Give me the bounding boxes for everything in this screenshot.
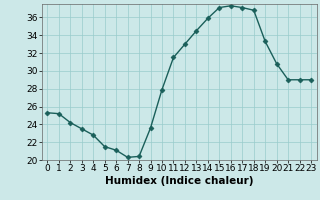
X-axis label: Humidex (Indice chaleur): Humidex (Indice chaleur) (105, 176, 253, 186)
